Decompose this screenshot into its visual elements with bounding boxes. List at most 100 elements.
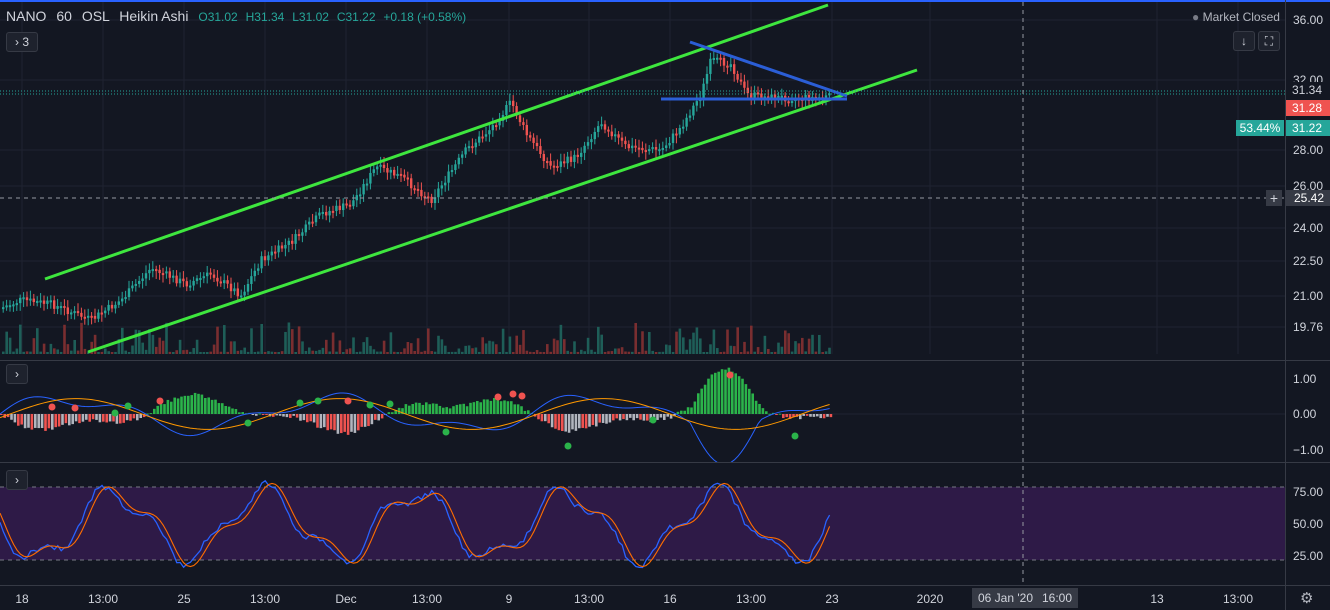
stoch-chart[interactable] <box>0 463 1285 585</box>
candle-body <box>114 304 117 309</box>
candle-body <box>362 184 365 195</box>
volume-bar <box>223 325 226 354</box>
candle-body <box>556 165 559 168</box>
candle-body <box>134 283 137 286</box>
volume-bar <box>607 351 610 354</box>
indicators-toggle-button[interactable]: › 3 <box>6 32 38 52</box>
scroll-down-button[interactable]: ↓ <box>1233 31 1255 51</box>
macd-histogram-bar <box>156 405 159 414</box>
macd-histogram-bar <box>401 408 404 414</box>
time-axis-label: 13:00 <box>735 592 767 606</box>
macd-histogram-bar <box>6 414 10 418</box>
stoch-pane[interactable] <box>0 463 1285 585</box>
interval-label[interactable]: 60 <box>56 8 72 24</box>
price-axis[interactable] <box>1285 0 1330 610</box>
pane-separator[interactable] <box>0 462 1330 463</box>
volume-bar <box>508 336 512 354</box>
candle-body <box>586 142 590 146</box>
settings-gear-icon[interactable]: ⚙ <box>1300 590 1314 607</box>
candle-body <box>386 168 389 173</box>
time-axis-label: 13:00 <box>573 592 605 606</box>
volume-bar <box>297 326 301 354</box>
macd-histogram-bar <box>333 414 336 431</box>
volume-bar <box>335 351 338 354</box>
volume-bar <box>512 351 515 354</box>
candle-body <box>770 94 773 101</box>
volume-bar <box>382 340 386 354</box>
candle-body <box>535 142 539 147</box>
pane-separator[interactable] <box>0 360 1330 361</box>
volume-bar <box>63 324 66 354</box>
candle-body <box>274 251 277 254</box>
macd-histogram-bar <box>425 402 428 414</box>
volume-bar <box>389 332 393 354</box>
volume-bar <box>818 334 821 354</box>
volume-bar <box>433 351 437 354</box>
macd-histogram-bar <box>523 410 527 414</box>
macd-histogram-bar <box>380 414 384 419</box>
candle-body <box>668 142 671 146</box>
macd-histogram-bar <box>720 369 724 414</box>
price-pane[interactable] <box>0 2 1285 354</box>
macd-histogram-bar <box>669 414 673 419</box>
volume-bar <box>161 340 165 354</box>
price-axis-label: 22.50 <box>1293 254 1324 268</box>
exchange-label: OSL <box>81 8 110 24</box>
volume-bar <box>229 341 233 354</box>
candle-body <box>433 197 437 204</box>
macd-histogram-bar <box>241 412 244 414</box>
macd-cross-dot <box>386 400 394 408</box>
macd-histogram-bar <box>20 414 23 425</box>
price-chart[interactable] <box>0 2 1285 354</box>
candle-body <box>158 269 161 274</box>
candle-body <box>175 275 178 284</box>
candle-body <box>202 276 205 279</box>
volume-bar <box>631 351 634 354</box>
macd-histogram-bar <box>537 414 540 420</box>
symbol-name[interactable]: NANO <box>6 8 47 24</box>
candle-body <box>240 295 243 298</box>
macd-pane-toggle-button[interactable]: › <box>6 364 28 384</box>
volume-bar <box>325 339 328 354</box>
macd-histogram-bar <box>122 414 125 423</box>
candle-body <box>236 288 239 297</box>
stoch-pane-toggle-button[interactable]: › <box>6 470 28 490</box>
volume-bar <box>359 351 362 354</box>
candle-body <box>379 164 382 167</box>
volume-bar <box>634 323 637 354</box>
volume-bar <box>423 350 427 354</box>
volume-bar <box>457 348 461 354</box>
crosshair-plus-icon[interactable]: + <box>1266 190 1282 206</box>
macd-histogram-bar <box>312 414 316 423</box>
macd-cross-dot <box>442 428 450 436</box>
symbol-legend[interactable]: NANO 60 OSL Heikin Ashi O31.02 H31.34 L3… <box>6 8 466 24</box>
macd-histogram-bar <box>676 411 680 414</box>
macd-histogram-bar <box>119 414 122 424</box>
candle-body <box>15 303 18 306</box>
candle-body <box>42 300 46 304</box>
macd-histogram-bar <box>615 414 618 419</box>
macd-pane[interactable] <box>0 361 1285 462</box>
candle-body <box>634 145 637 148</box>
time-axis-label: 13:00 <box>87 592 119 606</box>
price-axis-label: 26.00 <box>1293 179 1324 193</box>
percent-change-tag: 53.44% <box>1236 120 1284 136</box>
volume-bar <box>529 351 532 354</box>
chevron-right-icon: › <box>14 35 19 49</box>
volume-bar <box>784 330 787 354</box>
macd-histogram-bar <box>731 371 734 414</box>
volume-bar <box>352 337 355 354</box>
macd-chart[interactable] <box>0 361 1285 462</box>
macd-histogram-bar <box>540 414 544 422</box>
candle-body <box>566 156 569 164</box>
fullscreen-button[interactable]: ⛶ <box>1258 31 1280 51</box>
volume-bar <box>461 351 464 354</box>
candle-body <box>753 92 756 98</box>
volume-bar <box>522 330 525 354</box>
macd-histogram-bar <box>289 414 292 418</box>
macd-histogram-bar <box>221 403 224 414</box>
macd-histogram-bar <box>326 414 329 431</box>
volume-bar <box>134 329 138 354</box>
candle-body <box>32 298 35 303</box>
macd-histogram-bar <box>469 402 472 414</box>
